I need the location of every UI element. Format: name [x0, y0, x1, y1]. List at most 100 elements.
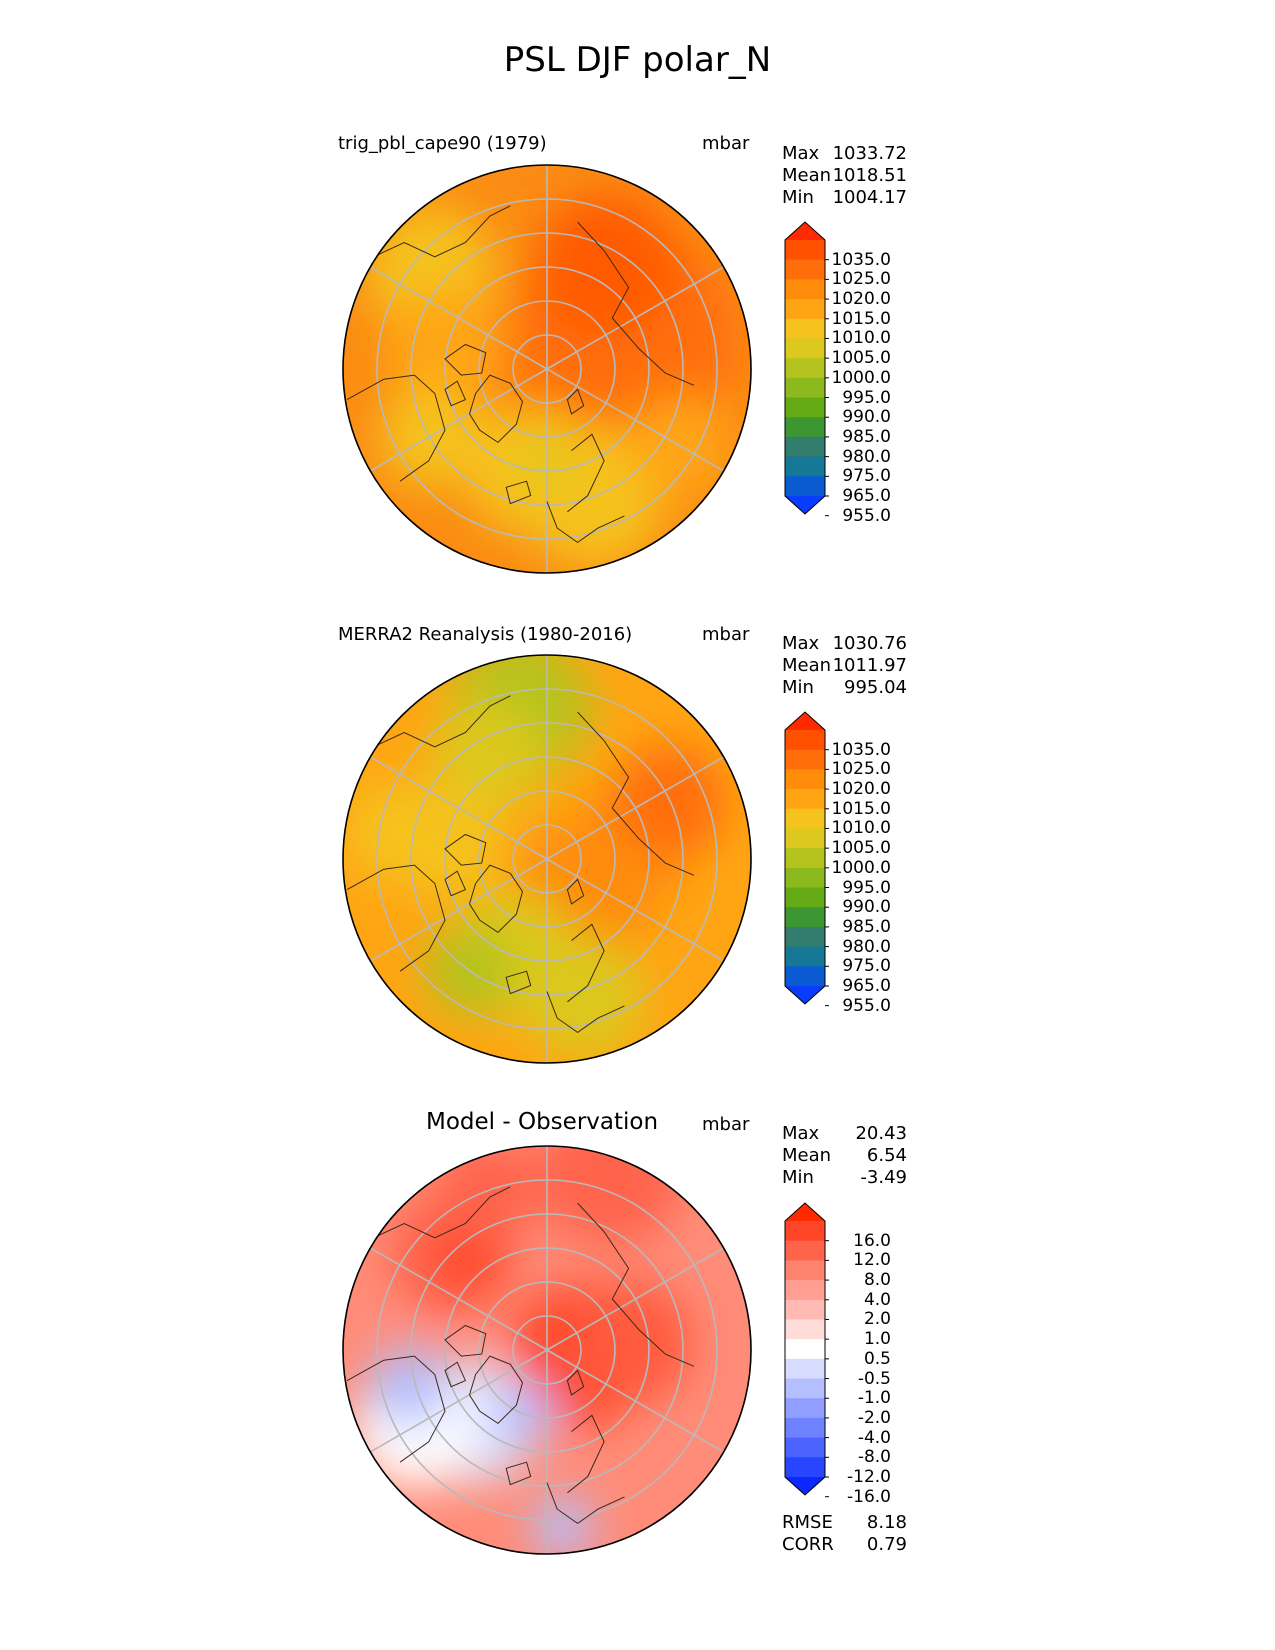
colorbar-tick-label: 2.0 [863, 1309, 891, 1330]
stat-max-label: Max [782, 633, 820, 654]
colorbar-segment [785, 907, 825, 928]
colorbar-tick-label: 965.0 [842, 976, 891, 996]
map-panel-test [342, 164, 752, 574]
stat-min-label: Min [782, 187, 814, 208]
colorbar-segment [785, 377, 825, 399]
colorbar-tick-label: -8.0 [857, 1447, 891, 1468]
stat-max-value: 20.43 [855, 1123, 907, 1144]
colorbar-tick-label: 1025.0 [831, 759, 891, 780]
colorbar-tick-label: 975.0 [842, 956, 891, 977]
corr-label: CORR [782, 1534, 834, 1555]
colorbar-tick-label: 955.0 [842, 995, 891, 1016]
colorbar-segment [785, 1417, 825, 1439]
colorbar-tick-label: -4.0 [857, 1427, 891, 1448]
panel-title-reference: MERRA2 Reanalysis (1980-2016) [338, 624, 633, 645]
colorbar-segment [785, 318, 825, 339]
longitude-line [369, 1247, 548, 1351]
colorbar-segment [785, 417, 825, 438]
stat-mean-label: Mean [782, 655, 832, 676]
stat-min-value: 1004.17 [832, 187, 907, 208]
colorbar-segment [785, 358, 825, 379]
coastline [577, 1202, 695, 1367]
map-panel-reference [342, 654, 752, 1064]
coastlines [346, 1186, 695, 1525]
coastline [567, 433, 605, 513]
colorbar-tick-label: 965.0 [842, 486, 891, 506]
longitude-line [369, 368, 548, 472]
stat-mean-value: 6.54 [866, 1145, 907, 1166]
colorbar-test [784, 221, 829, 517]
coastline [468, 864, 524, 934]
map-field [343, 165, 751, 573]
longitude-line [369, 858, 548, 962]
longitude-line [369, 1349, 548, 1453]
longitude-line [369, 756, 548, 860]
colorbar-tick-label: 1005.0 [831, 348, 891, 369]
longitude-line [546, 1349, 725, 1453]
colorbar-tick-label: 1000.0 [831, 367, 891, 388]
coastline [577, 221, 695, 386]
colorbar-segment [785, 769, 825, 790]
corr-value: 0.79 [866, 1534, 907, 1555]
coastline [346, 374, 446, 482]
colorbar-tick-label: 1015.0 [831, 308, 891, 329]
coastline [577, 711, 695, 876]
field-region [535, 194, 678, 338]
coastline [546, 501, 625, 544]
stat-min-value: -3.49 [860, 1167, 907, 1188]
panel-title-diff: Model - Observation [426, 1109, 659, 1135]
colorbar-segment [785, 1437, 825, 1458]
stat-mean-value: 1011.97 [832, 655, 907, 676]
colorbar-tick-label: -12.0 [847, 1467, 891, 1487]
coastline [346, 864, 446, 972]
colorbar-tick-label: 990.0 [842, 897, 891, 918]
graticule [369, 165, 725, 573]
colorbar-tick-label: 985.0 [842, 916, 891, 937]
longitude-line [546, 368, 725, 472]
stat-max-value: 1030.76 [832, 633, 907, 654]
colorbar-tick-label: 12.0 [853, 1250, 891, 1271]
colorbar-tick-label: 990.0 [842, 407, 891, 428]
colorbar-segment [785, 848, 825, 869]
colorbar-tick-label: 4.0 [863, 1289, 891, 1310]
coastline [505, 970, 532, 995]
colorbar-segment [785, 397, 825, 418]
coastline [444, 343, 487, 376]
colorbar-segment [785, 828, 825, 849]
colorbar-tick-label: -2.0 [857, 1407, 891, 1428]
colorbar-segment [785, 1280, 825, 1301]
stat-mean-label: Mean [782, 165, 832, 186]
colorbar-tick-label: 1015.0 [831, 798, 891, 819]
colorbar-tick-label: 0.5 [863, 1348, 891, 1369]
colorbar-segment [785, 867, 825, 889]
colorbar-segment [785, 1378, 825, 1399]
coastline [444, 1324, 487, 1357]
colorbar-segment [785, 1398, 825, 1419]
stat-max-label: Max [782, 143, 820, 164]
colorbar-segment [785, 887, 825, 908]
colorbar-segment [785, 1358, 825, 1380]
colorbar-segment [785, 926, 825, 948]
colorbar-tick-label: 1005.0 [831, 838, 891, 859]
coastline [505, 480, 532, 505]
rmse-label: RMSE [782, 1512, 833, 1533]
colorbar-tick-label: 1035.0 [831, 739, 891, 760]
colorbar-bottom-arrow [785, 496, 825, 514]
colorbar-segment [785, 730, 825, 751]
field-region [430, 698, 545, 814]
coastline [444, 1361, 467, 1388]
map-field [343, 655, 751, 1063]
colorbar-tick-label: 1010.0 [831, 328, 891, 349]
stat-mean-value: 1018.51 [832, 165, 907, 186]
colorbar-segment [785, 966, 825, 987]
longitude-line [369, 266, 548, 370]
stat-max-label: Max [782, 1123, 820, 1144]
field-region [539, 1146, 683, 1246]
longitude-line [546, 756, 725, 860]
colorbar-segment [785, 946, 825, 967]
colorbar-segment [785, 1240, 825, 1261]
colorbar-tick-label: 1020.0 [831, 289, 891, 310]
field-region [522, 935, 646, 1059]
coastline [444, 870, 467, 897]
colorbar-tick-label: 995.0 [842, 877, 891, 898]
